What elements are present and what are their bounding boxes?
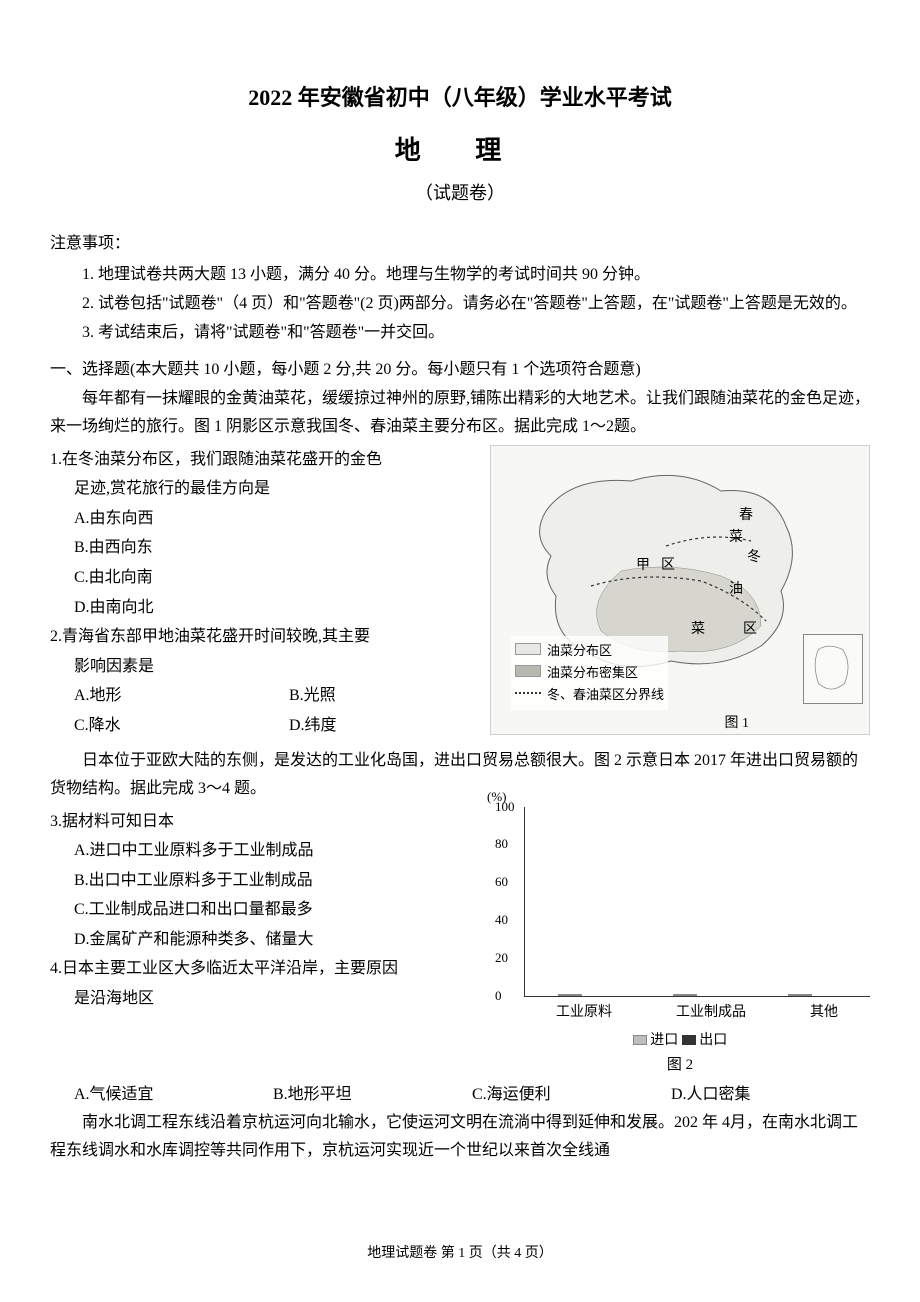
q2-option-b: B.光照 — [265, 681, 480, 711]
q4-option-a: A.气候适宜 — [74, 1080, 273, 1110]
q4-option-b: B.地形平坦 — [273, 1080, 472, 1110]
ytick-80: 80 — [495, 836, 508, 852]
q2-stem-line2: 影响因素是 — [50, 652, 480, 682]
notice-item-2: 2. 试卷包括"试题卷"（4 页）和"答题卷"(2 页)两部分。请务必在"答题卷… — [50, 290, 870, 317]
figure-2-chart: (%) 0 20 40 60 80 100 工业原料工业制成品其他 进口 出口 … — [490, 807, 870, 1074]
legend-label-dense: 油菜分布密集区 — [547, 662, 638, 681]
section-1-header: 一、选择题(本大题共 10 小题，每小题 2 分,共 20 分。每小题只有 1 … — [50, 355, 870, 379]
q1-option-d: D.由南向北 — [50, 593, 480, 623]
block-q3-q4: 3.据材料可知日本 A.进口中工业原料多于工业制成品 B.出口中工业原料多于工业… — [50, 807, 870, 1074]
legend-line-boundary — [515, 692, 541, 694]
q3-option-b: B.出口中工业原料多于工业制成品 — [50, 866, 480, 896]
chart-legend: 进口 出口 — [490, 1029, 870, 1049]
bar-group — [673, 994, 723, 996]
bar-group — [788, 994, 838, 996]
exam-title: 2022 年安徽省初中（八年级）学业水平考试 — [50, 80, 870, 112]
q2-option-a: A.地形 — [50, 681, 265, 711]
figure-1-inset — [803, 634, 863, 704]
passage-2: 日本位于亚欧大陆的东侧，是发达的工业化岛国，进出口贸易总额很大。图 2 示意日本… — [50, 747, 870, 803]
bar-group — [558, 994, 608, 996]
map-label-qu: 区 — [661, 554, 675, 574]
q2-option-c: C.降水 — [50, 711, 265, 741]
q3-option-d: D.金属矿产和能源种类多、储量大 — [50, 925, 480, 955]
legend-label-dist: 油菜分布区 — [547, 640, 612, 659]
q2-stem-line1: 2.青海省东部甲地油菜花盛开时间较晚,其主要 — [50, 622, 480, 652]
q1-option-a: A.由东向西 — [50, 504, 480, 534]
notice-item-3: 3. 考试结束后，请将"试题卷"和"答题卷"一并交回。 — [50, 319, 870, 346]
bar-import — [788, 994, 812, 996]
legend-label-import: 进口 — [650, 1033, 678, 1048]
q3-option-a: A.进口中工业原料多于工业制成品 — [50, 836, 480, 866]
figure-1-map: 甲 区 春 菜 冬 油 菜 区 油菜分布区 油菜分布密集区 冬、春油菜区分界线 … — [490, 445, 870, 735]
xlabel: 工业原料 — [556, 1001, 612, 1021]
map-label-cai-lower: 菜 — [691, 618, 705, 638]
ytick-60: 60 — [495, 874, 508, 890]
ytick-40: 40 — [495, 912, 508, 928]
ytick-0: 0 — [495, 988, 502, 1004]
q3-stem: 3.据材料可知日本 — [50, 807, 480, 837]
notice-item-1: 1. 地理试卷共两大题 13 小题，满分 40 分。地理与生物学的考试时间共 9… — [50, 261, 870, 288]
legend-swatch-dense — [515, 665, 541, 677]
map-label-chun: 春 — [739, 504, 753, 524]
q1-stem-line2: 足迹,赏花旅行的最佳方向是 — [50, 474, 480, 504]
legend-swatch-dist — [515, 643, 541, 655]
q1-stem-line1: 1.在冬油菜分布区，我们跟随油菜花盛开的金色 — [50, 445, 480, 475]
bar-chart: (%) 0 20 40 60 80 100 — [524, 807, 870, 997]
figure-1-legend: 油菜分布区 油菜分布密集区 冬、春油菜区分界线 — [511, 636, 668, 710]
ytick-20: 20 — [495, 950, 508, 966]
passage-3: 南水北调工程东线沿着京杭运河向北输水，它使运河文明在流淌中得到延伸和发展。202… — [50, 1109, 870, 1165]
ytick-100: 100 — [495, 799, 515, 815]
q3-option-c: C.工业制成品进口和出口量都最多 — [50, 895, 480, 925]
q2-option-d: D.纬度 — [265, 711, 480, 741]
map-label-dong: 冬 — [747, 546, 761, 566]
q4-option-d: D.人口密集 — [671, 1080, 870, 1110]
bar-import — [558, 994, 582, 996]
paper-subtitle: （试题卷） — [50, 179, 870, 205]
q4-stem-line2: 是沿海地区 — [50, 984, 480, 1014]
q1-option-c: C.由北向南 — [50, 563, 480, 593]
map-label-jia: 甲 — [636, 554, 650, 574]
bar-import — [673, 994, 697, 996]
map-label-you: 油 — [729, 578, 743, 598]
figure-2-caption: 图 2 — [490, 1053, 870, 1074]
map-label-qu-lower: 区 — [743, 618, 757, 638]
passage-1: 每年都有一抹耀眼的金黄油菜花，缓缓掠过神州的原野,铺陈出精彩的大地艺术。让我们跟… — [50, 385, 870, 441]
page-footer: 地理试题卷 第 1 页（共 4 页） — [0, 1242, 920, 1262]
q1-option-b: B.由西向东 — [50, 533, 480, 563]
q4-option-c: C.海运便利 — [472, 1080, 671, 1110]
map-label-cai-upper: 菜 — [729, 526, 743, 546]
subject-title: 地 理 — [50, 130, 870, 167]
q4-options: A.气候适宜 B.地形平坦 C.海运便利 D.人口密集 — [50, 1080, 870, 1110]
legend-swatch-import — [633, 1035, 647, 1045]
q4-stem-line1: 4.日本主要工业区大多临近太平洋沿岸，主要原因 — [50, 954, 480, 984]
notice-header: 注意事项： — [50, 229, 870, 253]
legend-label-boundary: 冬、春油菜区分界线 — [547, 684, 664, 703]
figure-1-caption: 图 1 — [725, 712, 750, 732]
legend-swatch-export — [682, 1035, 696, 1045]
xlabel: 工业制成品 — [676, 1001, 746, 1021]
legend-label-export: 出口 — [699, 1033, 727, 1048]
block-q1-q2: 1.在冬油菜分布区，我们跟随油菜花盛开的金色 足迹,赏花旅行的最佳方向是 A.由… — [50, 445, 870, 741]
xlabel: 其他 — [810, 1001, 838, 1021]
